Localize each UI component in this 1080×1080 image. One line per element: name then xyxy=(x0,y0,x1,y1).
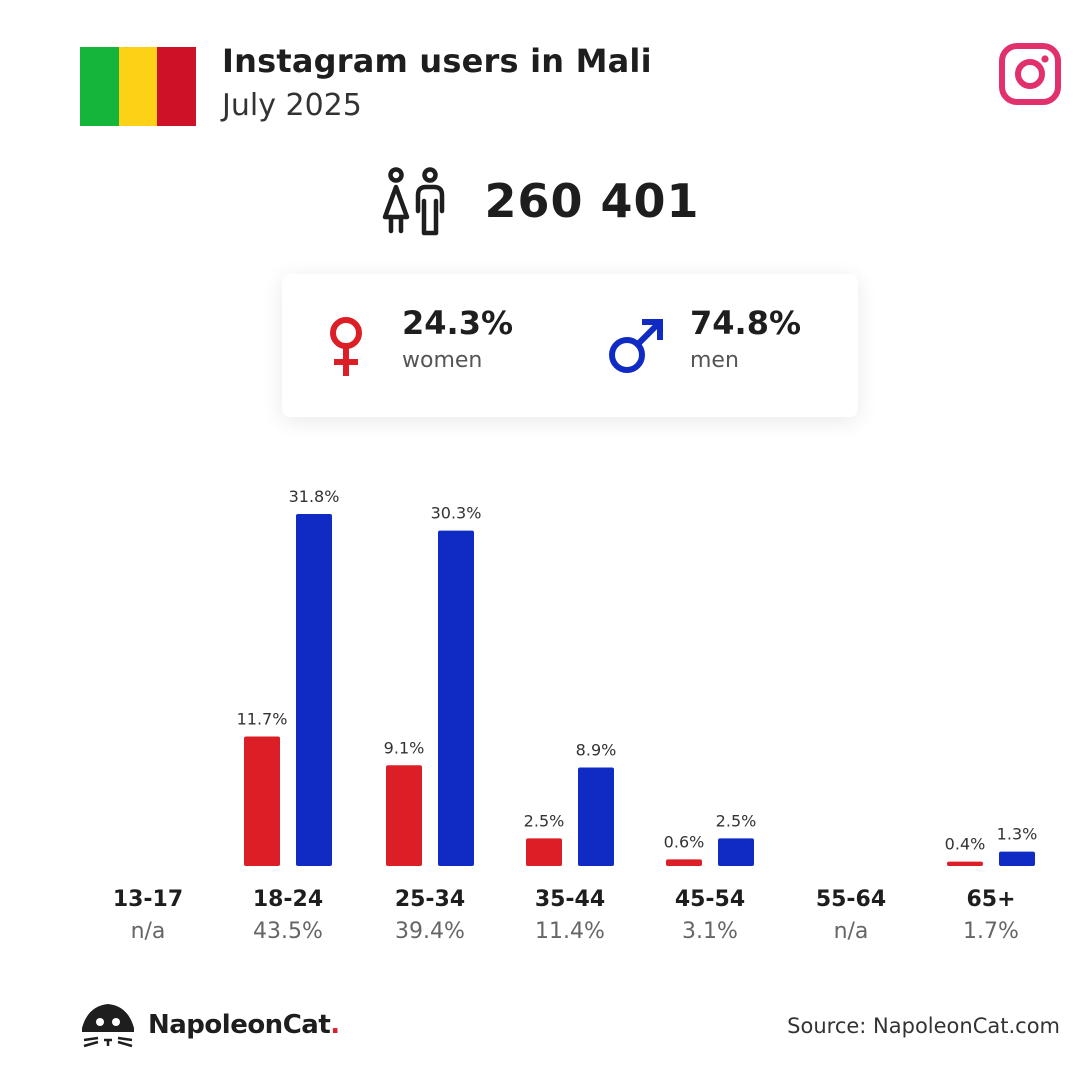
bar-value-label: 0.4% xyxy=(945,835,986,854)
people-icon xyxy=(383,167,445,236)
bar-45-54-men xyxy=(718,838,754,866)
women-percentage: 24.3% xyxy=(402,304,514,342)
age-group-total: 11.4% xyxy=(535,919,605,944)
flag-stripe-yellow xyxy=(118,47,158,126)
male-symbol-icon xyxy=(609,319,663,373)
bar-18-24-men xyxy=(296,514,332,866)
source-text: Source: NapoleonCat.com xyxy=(787,1014,1060,1038)
instagram-icon xyxy=(999,43,1061,105)
flag-stripe-green xyxy=(80,47,119,126)
bar-value-label: 8.9% xyxy=(576,740,617,759)
napoleoncat-brand: NapoleonCat. xyxy=(78,1000,340,1050)
age-group-total: 39.4% xyxy=(395,919,465,944)
mali-flag xyxy=(80,47,197,126)
men-label: men xyxy=(690,348,739,373)
brand-name: NapoleonCat. xyxy=(148,1010,340,1040)
bar-value-label: 2.5% xyxy=(524,811,565,830)
gender-card: 24.3% women 74.8% men xyxy=(282,274,858,417)
bar-45-54-women xyxy=(666,859,702,866)
brand-name-dot: . xyxy=(330,1010,340,1040)
napoleoncat-logo-icon xyxy=(82,1004,134,1048)
total-users-row: 260 401 xyxy=(0,165,1080,237)
bar-35-44-women xyxy=(526,838,562,866)
age-group-label: 13-17 xyxy=(113,887,183,912)
total-users-value: 260 401 xyxy=(484,174,700,228)
age-group-total: 43.5% xyxy=(253,919,323,944)
bar-65+-men xyxy=(999,851,1035,866)
bar-value-label: 1.3% xyxy=(997,825,1038,844)
bar-value-label: 31.8% xyxy=(289,487,340,506)
age-group-total: n/a xyxy=(131,919,166,944)
bar-value-label: 30.3% xyxy=(431,504,482,523)
age-group-label: 25-34 xyxy=(395,887,465,912)
men-block: 74.8% men xyxy=(690,304,801,373)
page-title: Instagram users in Mali xyxy=(222,42,652,80)
flag-stripe-red xyxy=(157,47,197,126)
page-subtitle: July 2025 xyxy=(222,88,362,123)
age-group-total: 3.1% xyxy=(682,919,738,944)
bar-25-34-women xyxy=(386,765,422,866)
bar-35-44-men xyxy=(578,767,614,866)
women-block: 24.3% women xyxy=(402,304,513,373)
age-group-label: 45-54 xyxy=(675,887,745,912)
bar-65+-women xyxy=(947,861,983,866)
bar-value-label: 9.1% xyxy=(384,738,425,757)
men-percentage: 74.8% xyxy=(690,304,802,342)
bar-25-34-men xyxy=(438,530,474,866)
bar-value-label: 0.6% xyxy=(664,832,705,851)
age-group-label: 65+ xyxy=(966,887,1015,912)
bar-18-24-women xyxy=(244,736,280,866)
women-label: women xyxy=(402,348,483,373)
age-group-label: 18-24 xyxy=(253,887,323,912)
age-group-total: n/a xyxy=(834,919,869,944)
age-group-total: 1.7% xyxy=(963,919,1019,944)
female-symbol-icon xyxy=(330,317,362,376)
age-group-label: 55-64 xyxy=(816,887,886,912)
bar-value-label: 11.7% xyxy=(237,709,288,728)
age-group-label: 35-44 xyxy=(535,887,605,912)
brand-name-text: NapoleonCat xyxy=(148,1010,331,1040)
bar-value-label: 2.5% xyxy=(716,811,757,830)
